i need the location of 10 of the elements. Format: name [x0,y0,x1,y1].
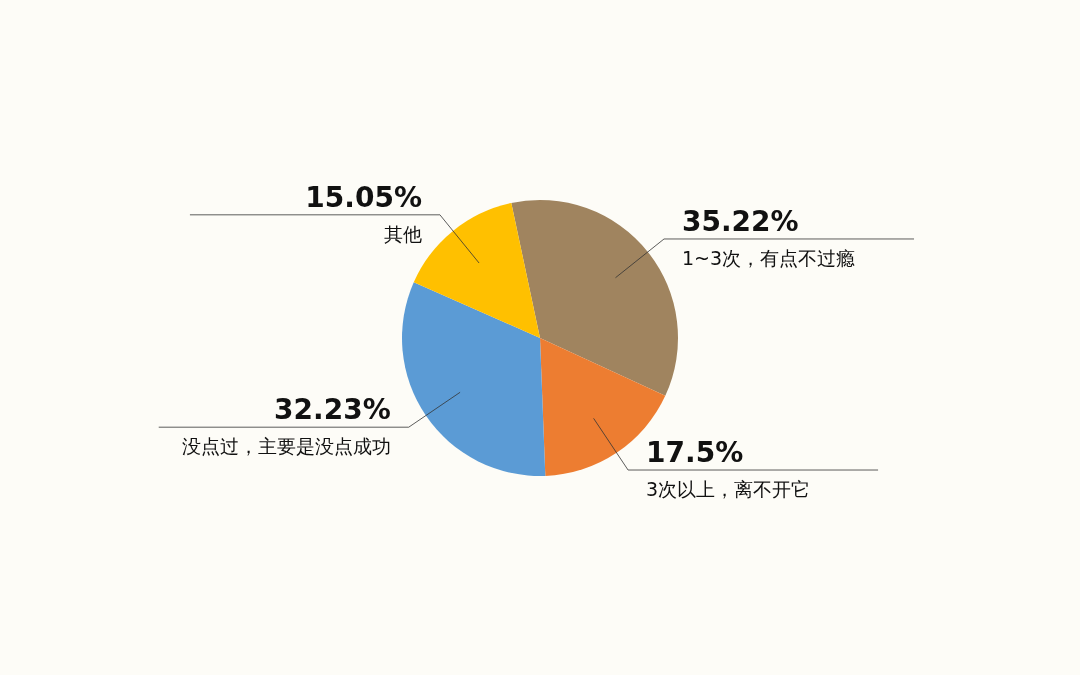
data-label: 32.23% [274,393,391,427]
pie-slice [402,282,546,476]
slice-label: 没点过，主要是没点成功 [181,435,391,458]
slice-label: 其他 [383,222,422,245]
data-label: 35.22% [682,204,799,238]
slice-label: 3次以上，离不开它 [646,478,811,501]
data-label: 17.5% [646,436,744,470]
pie-slice [511,200,678,396]
data-label: 15.05% [305,180,422,214]
slice-label: 1~3次，有点不过瘾 [682,246,856,269]
